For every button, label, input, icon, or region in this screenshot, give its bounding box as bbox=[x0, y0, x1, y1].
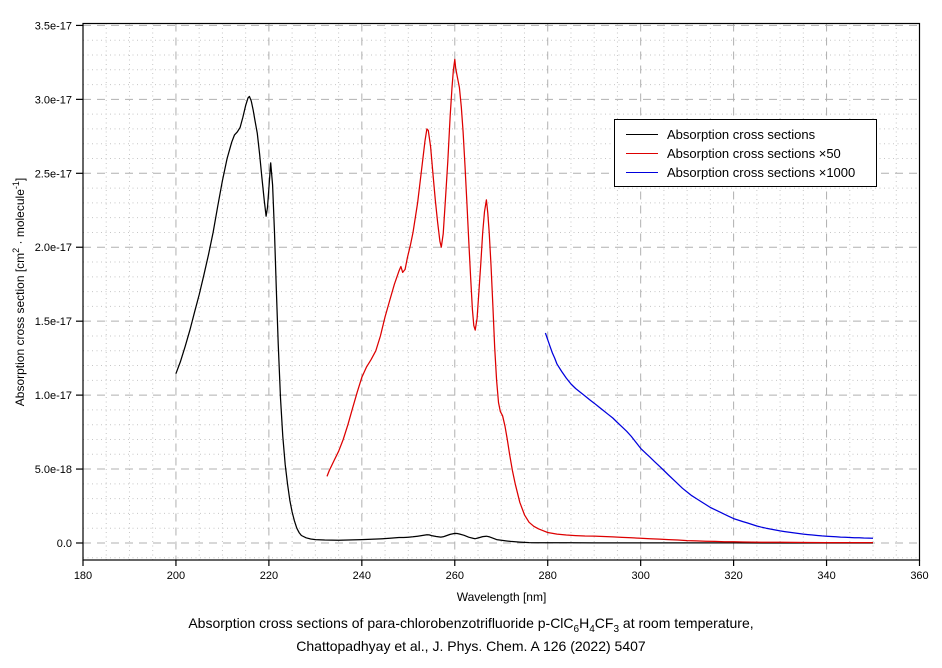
x-tick-label: 320 bbox=[724, 570, 742, 582]
text-segment: 6 bbox=[573, 623, 580, 635]
caption-line-2: Chattopadhyay et al., J. Phys. Chem. A 1… bbox=[0, 638, 942, 654]
curve-absorption bbox=[175, 95, 873, 544]
legend-label: Absorption cross sections bbox=[667, 126, 816, 142]
text-segment: H bbox=[579, 615, 590, 631]
x-tick-label: 220 bbox=[260, 570, 278, 582]
x-tick-label: 240 bbox=[353, 570, 371, 582]
y-tick-label: 2.0e-17 bbox=[35, 242, 72, 254]
legend-line-sample bbox=[626, 133, 658, 135]
y-tick-label: 1.0e-17 bbox=[35, 390, 72, 402]
legend-item-absorption-x50: Absorption cross sections ×50 bbox=[626, 146, 876, 161]
text-segment: 3 bbox=[613, 623, 620, 635]
x-axis-title: Wavelength [nm] bbox=[456, 590, 547, 604]
text-segment: 4 bbox=[589, 623, 595, 635]
x-tick-label: 280 bbox=[539, 570, 557, 582]
text-segment: Absorption cross section [cm bbox=[13, 252, 27, 407]
legend-line-sample bbox=[626, 171, 658, 173]
y-tick-label: 5.0e-18 bbox=[35, 464, 72, 476]
legend-item-absorption: Absorption cross sections bbox=[626, 127, 876, 142]
caption-line-1: Absorption cross sections of para-chloro… bbox=[0, 615, 942, 635]
y-tick-label: 1.5e-17 bbox=[35, 316, 72, 328]
text-segment: · molecule bbox=[13, 189, 27, 248]
x-tick-label: 180 bbox=[74, 570, 92, 582]
text-segment: CF bbox=[594, 615, 614, 631]
text-segment: Absorption cross sections of para-chloro… bbox=[188, 615, 574, 631]
x-tick-label: 360 bbox=[910, 570, 928, 582]
y-tick-label: 2.5e-17 bbox=[35, 168, 72, 180]
legend-label: Absorption cross sections ×50 bbox=[667, 145, 841, 161]
x-tick-label: 300 bbox=[631, 570, 649, 582]
x-tick-label: 200 bbox=[167, 570, 185, 582]
y-tick-label: 0.0 bbox=[57, 538, 72, 550]
curve-absorption-x1000 bbox=[544, 332, 874, 539]
legend-item-absorption-x1000: Absorption cross sections ×1000 bbox=[626, 165, 876, 180]
y-tick-label: 3.5e-17 bbox=[35, 20, 72, 32]
text-segment: at room temperature, bbox=[619, 615, 754, 631]
text-segment: 2 bbox=[11, 247, 21, 253]
text-segment: -1 bbox=[11, 181, 21, 190]
x-tick-label: 260 bbox=[446, 570, 464, 582]
text-segment: ] bbox=[13, 177, 27, 182]
plot-frame bbox=[82, 22, 921, 561]
y-axis-title: Absorption cross section [cm2 · molecule… bbox=[11, 139, 31, 445]
y-tick-label: 3.0e-17 bbox=[35, 94, 72, 106]
curve-absorption-x50 bbox=[326, 58, 873, 544]
text-segment: Chattopadhyay et al., J. Phys. Chem. A 1… bbox=[296, 638, 646, 654]
legend-box: Absorption cross sections Absorption cros… bbox=[614, 119, 877, 187]
x-tick-label: 340 bbox=[817, 570, 835, 582]
legend-label: Absorption cross sections ×1000 bbox=[667, 164, 856, 180]
legend-line-sample bbox=[626, 152, 658, 154]
